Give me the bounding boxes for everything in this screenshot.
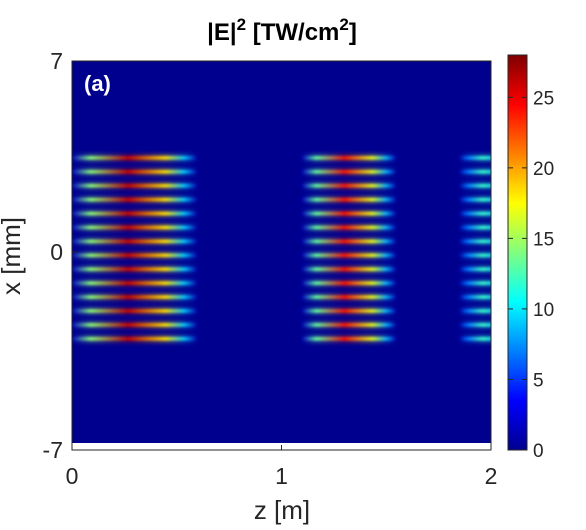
y-axis: 7 0 -7 bbox=[43, 48, 77, 463]
heatmap-filament bbox=[459, 239, 491, 243]
colorbar-tick-label: 10 bbox=[533, 300, 554, 321]
heatmap-filament bbox=[302, 170, 396, 174]
colorbar-tick-label: 5 bbox=[533, 370, 544, 391]
y-tick-label: 0 bbox=[50, 239, 63, 265]
heatmap-filament bbox=[302, 267, 396, 271]
heatmap-filament bbox=[72, 337, 197, 341]
heatmap-filament bbox=[72, 323, 197, 327]
colorbar-tick-label: 25 bbox=[533, 88, 554, 109]
heatmap-filament bbox=[72, 267, 197, 271]
colorbar-tick-label: 20 bbox=[533, 159, 554, 180]
heatmap-filament bbox=[72, 170, 197, 174]
heatmap-filament bbox=[459, 184, 491, 188]
heatmap-filament bbox=[302, 225, 396, 230]
heatmap-filament bbox=[302, 309, 396, 313]
heatmap-filament bbox=[302, 323, 396, 327]
heatmap-filament bbox=[302, 211, 396, 216]
x-tick-label: 0 bbox=[66, 463, 79, 489]
heatmap-filament bbox=[459, 170, 491, 174]
heatmap-filament bbox=[459, 309, 491, 313]
heatmap-filament bbox=[302, 198, 396, 202]
heatmap-filament bbox=[302, 337, 396, 341]
heatmap-filament bbox=[72, 198, 197, 202]
heatmap-filament bbox=[302, 156, 396, 160]
plot-area: (a) bbox=[71, 60, 492, 451]
heatmap-filament bbox=[302, 253, 396, 257]
y-tick-label: -7 bbox=[43, 437, 63, 463]
heatmap-filament bbox=[72, 281, 197, 285]
heatmap-filament bbox=[72, 239, 197, 243]
colorbar-tick-label: 15 bbox=[533, 229, 554, 250]
heatmap-filament bbox=[459, 156, 491, 160]
heatmap-filament bbox=[72, 225, 197, 230]
y-axis-label: x [mm] bbox=[0, 217, 26, 295]
heatmap-filament bbox=[72, 184, 197, 188]
x-axis: 0 1 2 bbox=[66, 445, 498, 489]
colorbar-tick-label: 0 bbox=[533, 441, 544, 462]
x-tick-label: 1 bbox=[275, 463, 288, 489]
heatmap-filament bbox=[302, 295, 396, 299]
heatmap-filament bbox=[72, 295, 197, 299]
heatmap-filament bbox=[302, 281, 396, 285]
chart-title: |E|2 [TW/cm2] bbox=[207, 15, 357, 46]
heatmap-filament bbox=[72, 211, 197, 216]
heatmap-filament bbox=[72, 156, 197, 160]
heatmap-filament bbox=[459, 337, 491, 341]
heatmap-filament bbox=[459, 267, 491, 271]
heatmap-filament bbox=[459, 225, 491, 230]
heatmap-filament bbox=[72, 309, 197, 313]
heatmap-filament bbox=[459, 198, 491, 202]
heatmap-filament bbox=[459, 281, 491, 285]
heatmap-filament bbox=[459, 211, 491, 216]
x-axis-label: z [m] bbox=[254, 495, 310, 525]
x-tick-label: 2 bbox=[485, 463, 498, 489]
colorbar: 0 5 10 15 20 25 bbox=[507, 54, 554, 462]
colorbar-gradient bbox=[507, 54, 528, 451]
heatmap-filament bbox=[459, 295, 491, 299]
heatmap-filament bbox=[302, 184, 396, 188]
heatmap-filament bbox=[459, 323, 491, 327]
heatmap-filament bbox=[459, 253, 491, 257]
y-tick-label: 7 bbox=[50, 48, 63, 74]
heatmap-filament bbox=[302, 239, 396, 243]
heatmap-filament bbox=[72, 253, 197, 257]
panel-label: (a) bbox=[84, 71, 111, 96]
